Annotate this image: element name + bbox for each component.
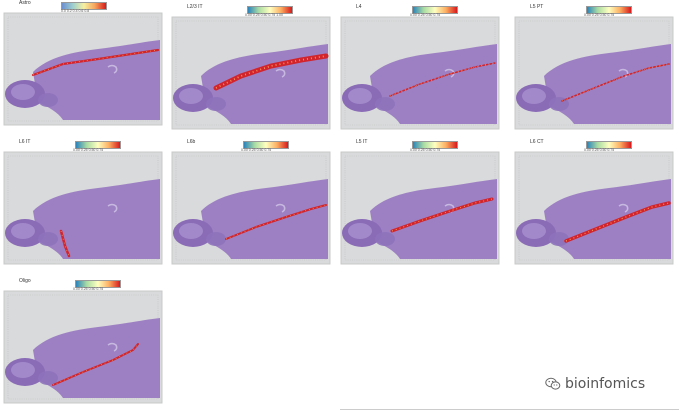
- panel-label: L6 CT: [530, 139, 544, 145]
- colorbar: [247, 6, 293, 14]
- colorbar-ticks: 0.00 0.25 0.50 0.75: [73, 148, 104, 152]
- panel-6: L6b 0.00 0.25 0.50 0.75: [171, 139, 331, 265]
- colorbar-ticks: 0.00 0.25 0.50 0.75: [584, 13, 615, 17]
- panel-label: L2/3 IT: [187, 4, 203, 10]
- colorbar-ticks: 0.00 0.25 0.50 0.75: [241, 148, 272, 152]
- bottom-divider: [340, 409, 679, 410]
- panel-label: L4: [356, 4, 362, 10]
- tissue-image: [340, 151, 500, 265]
- wechat-icon: [545, 377, 561, 390]
- colorbar-ticks: 0.00 0.25 0.50 0.75: [73, 287, 104, 291]
- panel-2: L2/3 IT 0.00 0.25 0.50 0.75 1.00: [171, 4, 331, 130]
- panel-1: Astro 0.0 0.2 0.4 0.6 0.8: [3, 0, 163, 126]
- watermark-text: bioinfomics: [565, 376, 646, 392]
- panel-3: L4 0.00 0.25 0.50 0.75: [340, 4, 500, 130]
- colorbar-ticks: 0.00 0.25 0.50 0.75 1.00: [245, 13, 283, 17]
- tissue-image: [340, 16, 500, 130]
- panel-label: L5 IT: [356, 139, 368, 145]
- tissue-image: [514, 151, 674, 265]
- panel-label: L5 PT: [530, 4, 544, 10]
- colorbar: [586, 6, 632, 14]
- colorbar: [75, 141, 121, 149]
- panel-9: Oligo 0.00 0.25 0.50 0.75: [3, 278, 163, 404]
- panel-label: L6b: [187, 139, 196, 145]
- panel-5: L6 IT 0.00 0.25 0.50 0.75: [3, 139, 163, 265]
- panel-label: L6 IT: [19, 139, 31, 145]
- panel-7: L5 IT 0.00 0.25 0.50 0.75: [340, 139, 500, 265]
- panel-8: L6 CT 0.00 0.25 0.50 0.75: [514, 139, 674, 265]
- colorbar: [586, 141, 632, 149]
- colorbar: [412, 6, 458, 14]
- watermark: bioinfomics: [545, 376, 645, 392]
- colorbar: [61, 2, 107, 10]
- tissue-image: [3, 290, 163, 404]
- panel-label: Astro: [19, 0, 31, 6]
- tissue-image: [171, 16, 331, 130]
- tissue-image: [514, 16, 674, 130]
- colorbar-ticks: 0.0 0.2 0.4 0.6 0.8: [61, 9, 90, 13]
- colorbar: [412, 141, 458, 149]
- tissue-image: [171, 151, 331, 265]
- tissue-image: [3, 151, 163, 265]
- panel-4: L5 PT 0.00 0.25 0.50 0.75: [514, 4, 674, 130]
- colorbar: [243, 141, 289, 149]
- colorbar: [75, 280, 121, 288]
- tissue-image: [3, 12, 163, 126]
- colorbar-ticks: 0.00 0.25 0.50 0.75: [410, 13, 441, 17]
- panel-label: Oligo: [19, 278, 31, 284]
- colorbar-ticks: 0.00 0.25 0.50 0.75: [584, 148, 615, 152]
- colorbar-ticks: 0.00 0.25 0.50 0.75: [410, 148, 441, 152]
